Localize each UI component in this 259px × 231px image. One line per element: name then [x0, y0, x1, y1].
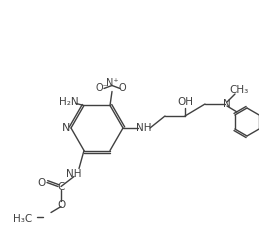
Text: C: C	[57, 182, 65, 191]
Text: O: O	[37, 177, 45, 188]
Text: H₃C: H₃C	[13, 213, 33, 224]
Text: CH₃: CH₃	[229, 85, 249, 95]
Text: N: N	[223, 99, 231, 109]
Text: O: O	[57, 200, 65, 210]
Text: O⁻: O⁻	[96, 83, 108, 94]
Text: OH: OH	[177, 97, 193, 107]
Text: NH: NH	[136, 123, 152, 133]
Text: NH: NH	[66, 169, 82, 179]
Text: N⁺: N⁺	[106, 79, 118, 88]
Text: O: O	[118, 83, 126, 94]
Text: N: N	[62, 123, 70, 133]
Text: H₂N: H₂N	[59, 97, 79, 107]
